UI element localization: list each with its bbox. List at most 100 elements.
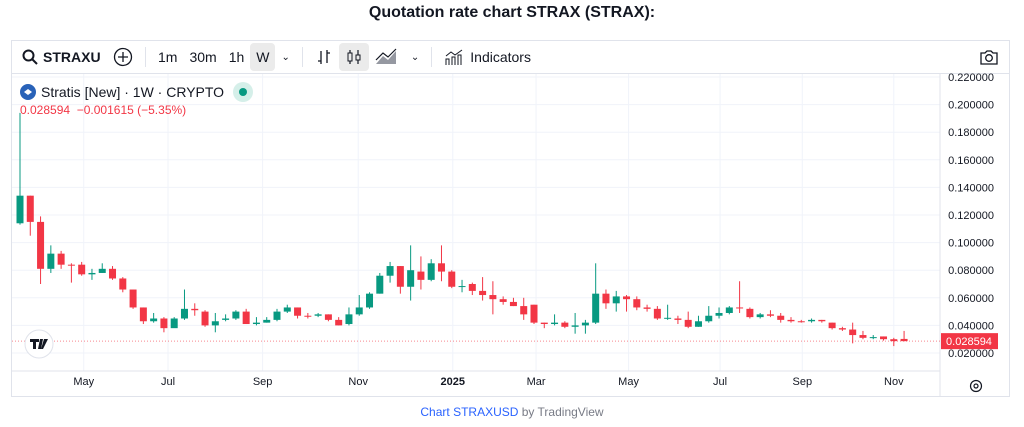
candle-body bbox=[808, 319, 816, 322]
candle bbox=[119, 277, 127, 293]
candle-body bbox=[304, 315, 312, 317]
compare-button[interactable] bbox=[107, 43, 139, 71]
candle bbox=[437, 245, 445, 282]
candle bbox=[551, 314, 559, 326]
candle-body bbox=[489, 295, 497, 300]
candle bbox=[756, 312, 764, 319]
candle bbox=[592, 263, 600, 325]
y-tick-label: 0.140000 bbox=[948, 182, 994, 194]
candle-body bbox=[150, 318, 158, 322]
candle-body bbox=[828, 322, 836, 329]
y-tick-label: 0.160000 bbox=[948, 155, 994, 167]
interval-dropdown[interactable]: ⌄ bbox=[275, 43, 295, 71]
y-tick-label: 0.020000 bbox=[948, 348, 994, 360]
candle bbox=[150, 312, 158, 323]
candle bbox=[725, 306, 733, 315]
candle bbox=[222, 314, 230, 322]
series-name: Stratis [New] · 1W · CRYPTO bbox=[41, 84, 225, 100]
candle bbox=[314, 312, 322, 318]
candle bbox=[345, 307, 353, 326]
candle bbox=[859, 330, 867, 340]
indicators-button[interactable]: Indicators bbox=[438, 43, 537, 71]
candle-body bbox=[684, 319, 692, 327]
candle bbox=[252, 317, 260, 326]
candle bbox=[78, 261, 86, 276]
candle bbox=[386, 261, 394, 283]
candle-body bbox=[139, 307, 147, 322]
candle bbox=[427, 259, 435, 282]
candle-body bbox=[736, 307, 744, 309]
candle bbox=[304, 312, 312, 319]
candlestick-chart[interactable]: 0.020000 0.040000 0.060000 0.080000 0.100000… bbox=[12, 41, 1009, 396]
chart-widget: STRAXUSD 1m 30m 1h W ⌄ ⌄ Indicators 0 bbox=[11, 40, 1010, 397]
last-price-label: 0.028594 bbox=[946, 336, 992, 348]
x-tick-label: May bbox=[618, 376, 639, 388]
candle bbox=[57, 250, 65, 269]
interval-w[interactable]: W bbox=[250, 43, 276, 71]
candle bbox=[335, 317, 343, 326]
candle-body bbox=[437, 263, 445, 272]
candle-body bbox=[674, 318, 682, 320]
chart-link[interactable]: Chart STRAXUSD bbox=[420, 405, 519, 419]
candle-body bbox=[191, 308, 199, 311]
plus-circle-icon bbox=[113, 47, 133, 67]
y-tick-label: 0.100000 bbox=[948, 238, 994, 250]
candle bbox=[366, 292, 374, 309]
candle-body bbox=[880, 336, 888, 340]
y-tick-label: 0.040000 bbox=[948, 320, 994, 332]
candle-body bbox=[232, 311, 240, 319]
candle-body bbox=[766, 314, 774, 316]
interval-1h[interactable]: 1h bbox=[228, 49, 245, 65]
y-tick-label: 0.220000 bbox=[948, 72, 994, 84]
symbol-input[interactable]: STRAXUSD bbox=[43, 49, 101, 65]
candle-body bbox=[694, 321, 702, 327]
y-tick-label: 0.080000 bbox=[948, 265, 994, 277]
candle bbox=[499, 296, 507, 305]
x-tick-label: Nov bbox=[348, 376, 368, 388]
x-tick-label: Jul bbox=[713, 376, 727, 388]
last-price: 0.028594 bbox=[20, 103, 71, 117]
candle bbox=[479, 277, 487, 301]
candle-body bbox=[592, 293, 600, 323]
interval-1m[interactable]: 1m bbox=[158, 49, 178, 65]
interval-30m[interactable]: 30m bbox=[189, 49, 217, 65]
candle-body bbox=[571, 325, 579, 327]
candle-body bbox=[242, 311, 250, 325]
candle-body bbox=[119, 278, 127, 290]
candle-body bbox=[859, 335, 867, 338]
chart-type-dropdown[interactable]: ⌄ bbox=[405, 43, 425, 71]
candle bbox=[849, 322, 857, 344]
y-tick-label: 0.180000 bbox=[948, 127, 994, 139]
camera-icon bbox=[980, 50, 998, 65]
candle bbox=[766, 310, 774, 318]
candle-body bbox=[57, 253, 65, 265]
bar-chart-type-button[interactable] bbox=[309, 43, 339, 71]
candle bbox=[509, 297, 517, 307]
candle-body bbox=[705, 315, 713, 322]
candle bbox=[109, 266, 117, 280]
candles-chart-type-button[interactable] bbox=[338, 43, 369, 71]
series-legend: Stratis [New] · 1W · CRYPTO bbox=[20, 82, 254, 102]
candle-body bbox=[283, 307, 291, 312]
candle-body bbox=[355, 307, 363, 315]
area-chart-type-button[interactable] bbox=[369, 43, 405, 71]
candle-body bbox=[756, 314, 764, 318]
candle-body bbox=[67, 264, 75, 266]
snapshot-button[interactable] bbox=[973, 43, 1005, 71]
candle bbox=[232, 310, 240, 320]
candle-body bbox=[581, 322, 589, 326]
candle bbox=[37, 216, 45, 284]
candle bbox=[520, 297, 528, 320]
x-tick-label: 2025 bbox=[441, 376, 465, 388]
symbol-search[interactable]: STRAXUSD bbox=[12, 43, 107, 71]
candle bbox=[396, 266, 404, 294]
chevron-down-icon: ⌄ bbox=[281, 51, 290, 63]
market-status-icon[interactable] bbox=[233, 82, 254, 102]
tradingview-logo-icon[interactable] bbox=[24, 329, 54, 359]
x-tick-label: Sep bbox=[253, 376, 273, 388]
candle bbox=[612, 290, 620, 312]
settings-icon[interactable] bbox=[969, 379, 983, 393]
toolbar: STRAXUSD 1m 30m 1h W ⌄ ⌄ Indicators bbox=[12, 41, 1009, 74]
candle bbox=[468, 282, 476, 296]
candle bbox=[777, 312, 785, 323]
